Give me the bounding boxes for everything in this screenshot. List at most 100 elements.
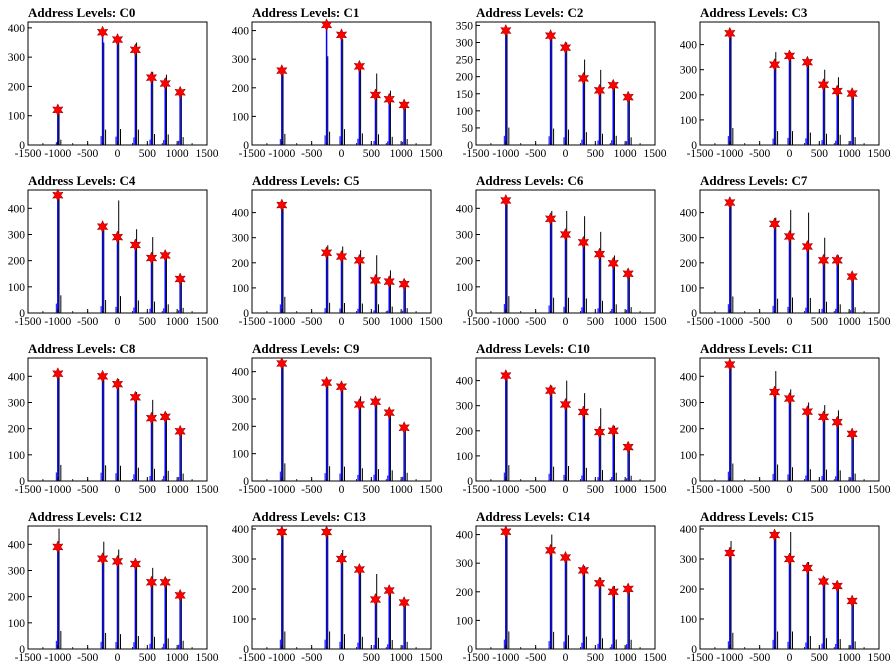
peak-star-marker [593, 83, 606, 97]
y-tick-label: 400 [680, 524, 698, 536]
peak-star-marker [500, 193, 512, 208]
peak-star-marker [801, 405, 814, 419]
x-tick-label: 500 [587, 148, 605, 160]
x-tick-label: -500 [77, 484, 98, 496]
peak-star-marker [544, 29, 557, 43]
x-tick-label: -1000 [44, 484, 71, 496]
x-tick-label: -1000 [268, 484, 295, 496]
y-tick-label: 300 [8, 565, 26, 577]
y-tick-label: 200 [680, 258, 698, 270]
chart-title: Address Levels: C2 [476, 5, 584, 20]
peak-star-marker [353, 562, 366, 577]
peak-star-marker [831, 253, 843, 267]
y-tick-label: 0 [691, 140, 697, 152]
peak-star-marker [577, 235, 590, 249]
peak-star-marker [817, 253, 830, 267]
peak-star-marker [111, 230, 124, 244]
peak-star-marker [607, 256, 619, 270]
peak-star-marker [500, 23, 512, 38]
chart-title: Address Levels: C4 [28, 173, 136, 188]
x-tick-label: -1500 [15, 316, 42, 328]
y-tick-label: 0 [19, 644, 25, 656]
x-tick-label: -500 [749, 484, 770, 496]
y-tick-label: 0 [19, 476, 25, 488]
peak-star-marker [129, 390, 142, 404]
peak-star-marker [129, 43, 142, 57]
peak-star-marker [846, 86, 858, 101]
x-tick-label: 1500 [420, 148, 443, 160]
peak-star-marker [52, 540, 64, 554]
peak-star-marker [593, 425, 606, 439]
chart-title: Address Levels: C6 [476, 173, 584, 188]
peak-star-marker [846, 594, 858, 608]
x-tick-label: 0 [787, 652, 793, 664]
peak-star-marker [831, 84, 843, 98]
x-tick-label: 1000 [614, 484, 637, 496]
peak-star-marker [52, 103, 64, 117]
y-tick-label: 300 [456, 38, 474, 50]
x-tick-label: 500 [587, 316, 605, 328]
x-tick-label: 1000 [390, 316, 413, 328]
x-tick-label: -1500 [15, 148, 42, 160]
peak-star-marker [817, 410, 830, 424]
y-tick-label: 0 [243, 476, 249, 488]
y-tick-label: 300 [680, 554, 698, 566]
x-tick-label: 500 [139, 652, 157, 664]
y-tick-label: 400 [8, 203, 26, 215]
peak-star-marker [622, 582, 634, 596]
x-tick-label: -1500 [239, 316, 266, 328]
peak-star-marker [398, 421, 410, 435]
y-tick-label: 400 [232, 208, 250, 220]
chart-svg: -1500 -1000 -500 0 500 1000 1500 0 50 100 150 200 25… [456, 20, 667, 160]
x-tick-label: -500 [749, 652, 770, 664]
x-tick-label: -1000 [268, 652, 295, 664]
chart-panel-9: Address Levels: C9 -1500 -1000 -500 0 500 1000… [224, 336, 448, 504]
chart-panel-12: Address Levels: C12 -1500 -1000 -500 0 500 100… [0, 504, 224, 672]
peak-star-marker [544, 384, 557, 398]
x-tick-label: -1000 [492, 652, 519, 664]
x-tick-label: 0 [787, 316, 793, 328]
y-tick-label: 400 [680, 371, 698, 383]
peak-star-marker [159, 248, 171, 263]
y-tick-label: 150 [456, 89, 474, 101]
peak-star-marker [559, 550, 572, 565]
x-tick-label: 1500 [868, 652, 891, 664]
y-tick-label: 400 [680, 208, 698, 220]
x-tick-label: -1500 [687, 484, 714, 496]
chart-title: Address Levels: C1 [252, 5, 360, 20]
y-tick-label: 200 [680, 584, 698, 596]
y-tick-label: 300 [8, 229, 26, 241]
x-tick-label: 1500 [196, 652, 219, 664]
chart-panel-13: Address Levels: C13 -1500 -1000 -500 0 500 100… [224, 504, 448, 672]
chart-svg: -1500 -1000 -500 0 500 1000 1500 0 100 200 300 400 [680, 21, 891, 160]
peak-star-marker [174, 588, 186, 602]
peak-star-marker [622, 90, 634, 104]
x-tick-label: -1500 [687, 148, 714, 160]
x-tick-label: 1500 [644, 484, 667, 496]
chart-svg: -1500 -1000 -500 0 500 1000 1500 0 100 200 300 400 [680, 357, 891, 496]
y-tick-label: 300 [8, 52, 26, 64]
peak-star-marker [96, 25, 109, 39]
x-tick-label: 1000 [390, 484, 413, 496]
peak-star-marker [174, 272, 186, 286]
chart-panel-5: Address Levels: C5 -1500 -1000 -500 0 500 1000… [224, 168, 448, 336]
x-tick-label: 0 [115, 148, 121, 160]
y-tick-label: 400 [8, 23, 26, 35]
peak-star-marker [369, 88, 382, 102]
peak-star-marker [544, 212, 557, 226]
chart-title: Address Levels: C11 [700, 341, 814, 356]
x-tick-label: 500 [139, 316, 157, 328]
peak-star-marker [622, 267, 634, 281]
x-tick-label: -1000 [44, 652, 71, 664]
x-tick-label: -1000 [716, 316, 743, 328]
chart-title: Address Levels: C3 [700, 5, 808, 20]
chart-panel-2: Address Levels: C2 -1500 -1000 -500 0 500 1000… [448, 0, 672, 168]
y-tick-label: 300 [456, 401, 474, 413]
x-tick-label: 1000 [614, 652, 637, 664]
peak-star-marker [335, 28, 348, 42]
y-tick-label: 400 [456, 376, 474, 388]
peak-star-marker [622, 440, 634, 454]
x-tick-label: 1500 [868, 148, 891, 160]
peak-star-marker [159, 76, 171, 91]
x-tick-label: -1500 [239, 148, 266, 160]
